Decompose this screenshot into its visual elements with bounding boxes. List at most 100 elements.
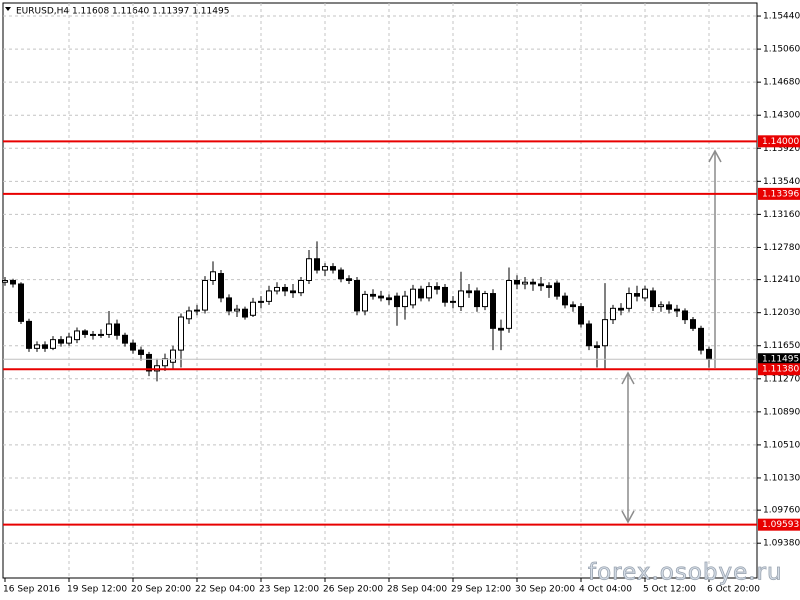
candle-body (530, 281, 536, 285)
candle-body (130, 342, 136, 351)
level-tag (758, 135, 800, 148)
last-price-label: 1.11495 (762, 355, 799, 365)
y-tick-label: 1.12410 (763, 275, 800, 285)
candle-body (434, 286, 440, 290)
grid: 1.15440 1.15060 1.14680 1.14300 1.13920 1.135… (3, 3, 800, 595)
candle-body (26, 320, 32, 349)
candle-body (594, 345, 600, 348)
y-tick-label: 1.15060 (763, 45, 800, 55)
level-label: 1.09593 (762, 520, 799, 530)
y-tick-label: 1.10130 (763, 473, 800, 483)
candle-body (202, 279, 208, 311)
candle-body (226, 297, 232, 312)
candle-body (122, 334, 128, 344)
candle-body (498, 327, 504, 331)
candle-body (626, 293, 632, 309)
candle-body (266, 290, 272, 302)
candle-body (506, 279, 512, 329)
candle-body (538, 283, 544, 287)
candle-body (170, 349, 176, 363)
candle-body (682, 310, 688, 321)
candle-body (114, 323, 120, 336)
level-label: 1.11380 (762, 365, 799, 375)
candle-body (274, 286, 280, 292)
candle-body (618, 307, 624, 311)
candle-body (578, 306, 584, 325)
candle-body (2, 279, 8, 283)
candle-body (650, 290, 656, 308)
candle-body (466, 290, 472, 294)
y-tick-label: 1.13160 (763, 210, 800, 220)
candle-body (34, 344, 40, 349)
candle-body (338, 269, 344, 280)
candle-body (410, 288, 416, 306)
candle-body (90, 333, 96, 336)
candle-body (354, 279, 360, 312)
candle-body (242, 308, 248, 318)
candle-body (298, 279, 304, 294)
plot-frame (2, 2, 758, 579)
candle-body (562, 295, 568, 306)
candle-body (186, 310, 192, 320)
candle-body (250, 301, 256, 316)
candle-body (394, 295, 400, 308)
candle-body (418, 288, 424, 299)
x-tick-label: 28 Sep 04:00 (387, 585, 447, 595)
candle-body (666, 304, 672, 310)
candle-body (210, 271, 216, 281)
candle-body (162, 358, 168, 367)
candle-body (346, 278, 352, 281)
candle-body (458, 290, 464, 308)
x-tick-label: 23 Sep 12:00 (259, 585, 319, 595)
candle-body (42, 344, 48, 349)
y-tick-label: 1.13540 (763, 177, 800, 187)
candle-body (450, 300, 456, 303)
candle-body (234, 308, 240, 312)
candle-body (258, 300, 264, 303)
level-label: 1.13396 (762, 189, 799, 199)
candle-body (546, 285, 552, 288)
candle-body (554, 282, 560, 297)
candle-body (282, 286, 288, 292)
y-tick-label: 1.12030 (763, 308, 800, 318)
level-label: 1.14000 (762, 137, 799, 147)
x-tick-label: 5 Oct 12:00 (643, 585, 696, 595)
candle-body (370, 293, 376, 297)
candle-body (522, 281, 528, 285)
candle-body (138, 349, 144, 355)
candle-body (218, 273, 224, 299)
y-tick-label: 1.14680 (763, 78, 800, 88)
candle-body (442, 286, 448, 303)
candle-body (106, 323, 112, 335)
candles (2, 241, 712, 382)
x-tick-label: 26 Sep 20:00 (323, 585, 383, 595)
level-tag (758, 518, 800, 531)
candle-body (378, 295, 384, 299)
candle-body (66, 336, 72, 344)
candle-body (314, 258, 320, 271)
candle-body (306, 258, 312, 281)
candle-body (658, 304, 664, 308)
candle-body (18, 283, 24, 322)
candle-body (50, 339, 56, 349)
candle-body (290, 290, 296, 294)
candle-body (602, 319, 608, 347)
y-tick-label: 1.13920 (763, 144, 800, 154)
x-tick-label: 16 Sep 2016 (3, 585, 60, 595)
range-arrow-down (621, 371, 635, 524)
candle-body (98, 333, 104, 336)
candle-body (586, 323, 592, 347)
candle-body (178, 316, 184, 351)
candle-body (194, 309, 200, 312)
candle-body (610, 307, 616, 321)
candle-body (674, 308, 680, 312)
x-tick-label: 19 Sep 12:00 (67, 585, 127, 595)
y-tick-label: 1.11650 (763, 341, 800, 351)
candle-body (58, 339, 64, 344)
candle-body (386, 297, 392, 301)
y-tick-label: 1.10890 (763, 407, 800, 417)
candle-body (426, 286, 432, 299)
y-tick-label: 1.15440 (763, 12, 800, 22)
candle-body (474, 290, 480, 308)
range-arrow-up (708, 149, 722, 368)
